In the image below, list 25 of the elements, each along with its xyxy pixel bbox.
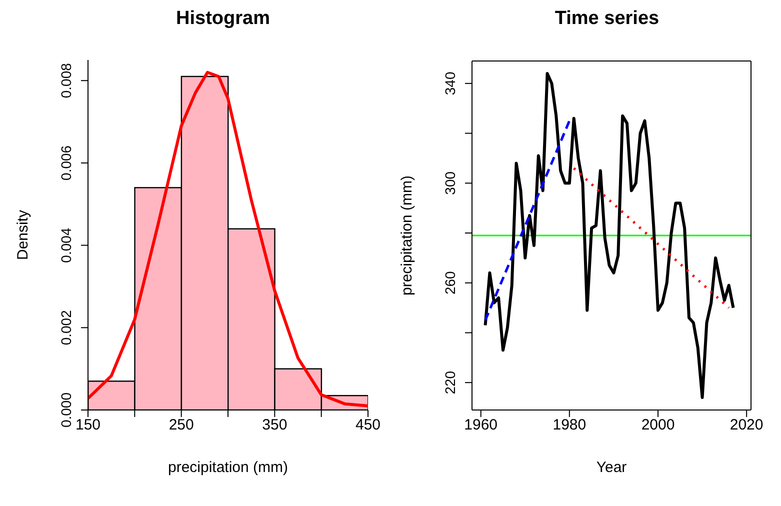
chart-title: Histogram [175, 8, 271, 31]
x-tick-label: 250 [168, 416, 194, 434]
y-tick-label: 340 [442, 72, 458, 96]
x-tick-label: 350 [262, 416, 288, 434]
y-axis-title: precipitation (mm) [398, 175, 416, 296]
y-axis-title: Density [14, 210, 32, 260]
line-series [88, 70, 368, 408]
x-axis-title: Year [596, 459, 627, 476]
y-tick-label: 0.004 [58, 228, 74, 263]
x-tick-label: 1960 [464, 416, 498, 434]
x-tick-label: 1980 [552, 416, 586, 434]
y-tick-label: 260 [442, 270, 458, 295]
chart-title: Time series [554, 8, 660, 31]
x-tick-label: 450 [355, 416, 381, 434]
line-series [484, 72, 735, 400]
y-tick-label: 220 [442, 370, 458, 394]
y-tick-label: 300 [442, 171, 458, 195]
y-tick-label: 0.008 [58, 62, 74, 98]
x-axis-title: precipitation (mm) [168, 459, 288, 476]
y-tick-label: 0.000 [58, 392, 74, 428]
y-tick-label: 0.002 [58, 310, 74, 346]
x-tick-label: 150 [75, 416, 101, 434]
x-tick-label: 2000 [641, 416, 675, 434]
x-tick-label: 2020 [730, 416, 764, 434]
y-tick-label: 0.006 [58, 145, 74, 180]
